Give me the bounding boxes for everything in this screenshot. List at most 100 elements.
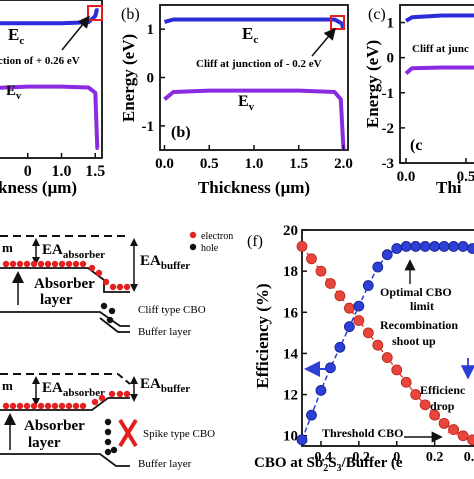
electron-dot [98,394,106,402]
y-tick-label: 1 [387,16,395,32]
series-line-ec [404,13,474,23]
inner-panel-letter: (c [410,137,422,154]
y-tick-label: 0 [147,71,155,87]
series-line-ev [0,84,100,150]
panel-b: (b) Ec Cliff at junction of - 0.2 eV Ev … [119,4,353,197]
inner-panel-letter: (b) [171,124,191,141]
annotation-recomb-line2: shoot up [392,334,436,348]
x-tick-label: 1.0 [52,163,72,180]
legend-electron-label: electron [201,231,233,242]
ea-buffer-arrowhead-top [130,376,138,384]
data-point-blue [372,261,384,273]
y-tick-label: -1 [142,119,155,135]
electron-dot [51,260,59,268]
x-axis-label: Thi [436,178,462,197]
x-tick-label: 0.4 [464,450,474,465]
electron-dot [23,260,31,268]
data-point-red [400,376,412,388]
legend-hole-marker [189,243,197,251]
buffer-band-edge [99,317,130,333]
y-tick-label: 0 [387,51,395,67]
x-tick-label: 1.5 [85,163,105,180]
annotation-text: ction of + 0.26 eV [0,55,80,67]
electron-dot [16,402,24,410]
x-tick-label: 0.0 [397,169,416,185]
hole-dot [110,446,118,454]
valence-band-edge [0,453,130,467]
data-point-blue [448,241,459,252]
absorber-label-line1: Absorber [34,276,95,292]
electron-dot [102,278,110,286]
y-axis-label: Energy (eV) [119,34,138,122]
m-label: m [2,378,13,393]
y-tick-label: 14 [283,346,299,362]
absorber-label-line2: layer [28,435,61,451]
data-point-red [315,265,327,277]
data-point-red [353,315,365,326]
ea-buffer-label: EAbuffer [140,253,190,272]
electron-dot [116,390,124,398]
electron-dot [79,402,87,410]
y-tick-label: 12 [283,388,298,404]
annotation-text: Cliff at junction of - 0.2 eV [196,58,322,70]
ec-label: Ec [8,25,24,47]
panel-f: (f) Efficiency (%) 10 12 14 16 18 20 -0.4 -0.2… [247,223,474,474]
ea-buffer-label: EAbuffer [140,376,190,395]
electron-dot [58,402,66,410]
electron-dot [79,260,87,268]
electron-dot [109,283,117,291]
ea-absorber-arrowhead-bottom [32,257,40,265]
y-tick-label: -2 [382,121,395,137]
hole-dot [106,316,114,324]
data-point-red [306,253,317,265]
ea-buffer-arrowhead-top [130,238,138,246]
cbo-type-label: Spike type CBO [143,428,215,440]
electron-dot [9,402,17,410]
electron-dot [72,260,80,268]
data-point-blue [419,241,431,252]
electron-dot [72,402,80,410]
y-tick-label: -3 [382,156,395,172]
red-axis-arrow [447,431,473,438]
data-point-red [429,409,441,421]
series-line-ec [0,8,99,26]
electron-dot [23,402,31,410]
electron-dot [30,260,38,268]
data-point-red [391,364,403,376]
data-point-red [296,241,308,252]
data-point-blue [325,362,336,374]
ev-label: Ev [6,83,21,102]
spike-dashed-edge [117,373,131,385]
legend-hole-label: hole [201,243,219,254]
electron-dot [9,260,17,268]
data-point-red [419,399,431,411]
highlight-box [87,5,103,21]
cbo-type-label: Cliff type CBO [138,304,206,316]
x-tick-label: 0 [393,450,400,465]
annotation-text: Cliff at junc [412,43,469,55]
ea-buffer-arrowhead-bottom [130,284,138,292]
ea-absorber-arrowhead-bottom [32,398,40,406]
hole-dot [100,302,108,310]
electron-dot [123,390,131,398]
hole-dot [104,428,112,436]
data-point-blue [457,241,469,252]
data-point-blue [410,241,422,252]
x-tick-label: 1.5 [289,156,308,172]
y-axis-label: Energy (eV) [363,40,382,128]
x-tick-label: 1.0 [245,156,264,172]
y-axis-label: Efficiency (%) [253,283,272,388]
spike-block-cross [118,418,138,448]
electron-dot [44,260,52,268]
electron-dot [58,260,66,268]
hole-dot [104,448,112,456]
absorber-label-line1: Absorber [24,418,85,434]
data-point-red [362,327,374,339]
data-point-blue [362,280,374,291]
x-tick-label: 0.0 [155,156,174,172]
electron-dot [65,402,73,410]
electron-dot [44,402,52,410]
annotation-arrow [61,15,90,51]
data-point-red [334,290,346,302]
x-tick-label: 0 [24,163,32,180]
